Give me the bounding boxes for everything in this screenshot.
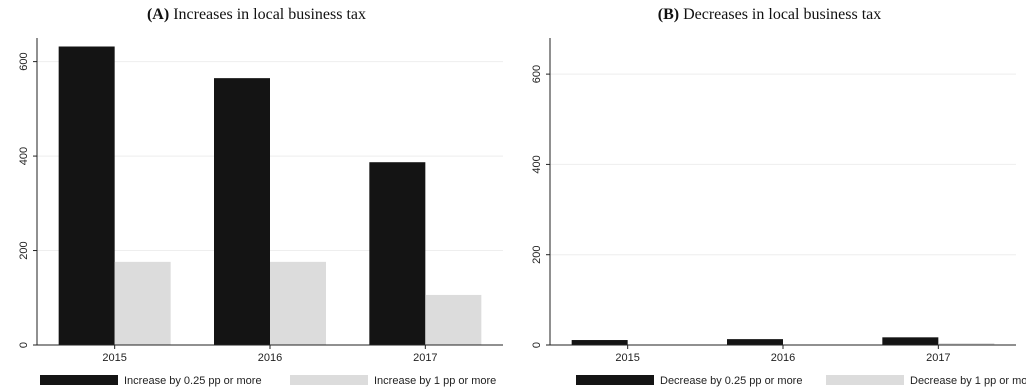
panel-a-chart: 2015 2016 2017 0 200 400 600 Increase by 0.25 p… xyxy=(18,38,503,387)
y-tick-label: 0 xyxy=(531,342,543,348)
y-tick-label: 200 xyxy=(531,246,543,264)
legend-label-1: Increase by 1 pp or more xyxy=(374,375,496,387)
legend-label-1: Decrease by 1 pp or more xyxy=(910,375,1026,387)
y-tick-label: 600 xyxy=(18,52,30,70)
bar-primary-2017 xyxy=(369,162,426,345)
bar-secondary-2016 xyxy=(270,261,326,345)
panel-a-tag: (A) xyxy=(146,6,170,23)
bar-primary-2016 xyxy=(727,339,783,345)
legend-swatch-0 xyxy=(576,375,654,385)
bar-secondary-2017 xyxy=(938,343,995,345)
bar-primary-2016 xyxy=(214,78,270,346)
bar-secondary-2017 xyxy=(425,294,482,345)
panel-a-title: (A) Increases in local business tax xyxy=(0,6,513,24)
x-tick-label: 2016 xyxy=(258,352,282,364)
x-tick-label: 2015 xyxy=(615,352,639,364)
legend-swatch-1 xyxy=(290,375,368,385)
panel-b-title: (B) Decreases in local business tax xyxy=(513,6,1026,24)
legend-swatch-1 xyxy=(826,375,904,385)
panel-a-title-text: Increases in local business tax xyxy=(173,6,367,23)
y-tick-label: 600 xyxy=(531,65,543,83)
legend-label-0: Increase by 0.25 pp or more xyxy=(124,375,262,387)
panel-b-tag: (B) xyxy=(657,6,680,23)
panel-a: (A) Increases in local business tax 2015… xyxy=(0,6,513,387)
legend-swatch-0 xyxy=(40,375,118,385)
y-tick-label: 400 xyxy=(18,147,30,165)
x-tick-label: 2015 xyxy=(102,352,126,364)
panel-b: (B) Decreases in local business tax 2015… xyxy=(513,0,1026,392)
bar-primary-2015 xyxy=(58,46,115,346)
bar-primary-2017 xyxy=(882,337,939,345)
panel-b-title-text: Decreases in local business tax xyxy=(683,6,882,23)
bar-secondary-2015 xyxy=(114,261,171,345)
x-tick-label: 2017 xyxy=(413,352,437,364)
y-tick-label: 0 xyxy=(18,342,30,348)
panel-b-chart: 2015 2016 2017 0 200 400 600 Decrease by 0.25 p… xyxy=(531,38,1026,387)
bar-primary-2015 xyxy=(571,340,628,345)
legend-label-0: Decrease by 0.25 pp or more xyxy=(660,375,802,387)
x-tick-label: 2016 xyxy=(771,352,795,364)
y-tick-label: 400 xyxy=(531,155,543,173)
x-tick-label: 2017 xyxy=(926,352,950,364)
y-tick-label: 200 xyxy=(18,241,30,259)
